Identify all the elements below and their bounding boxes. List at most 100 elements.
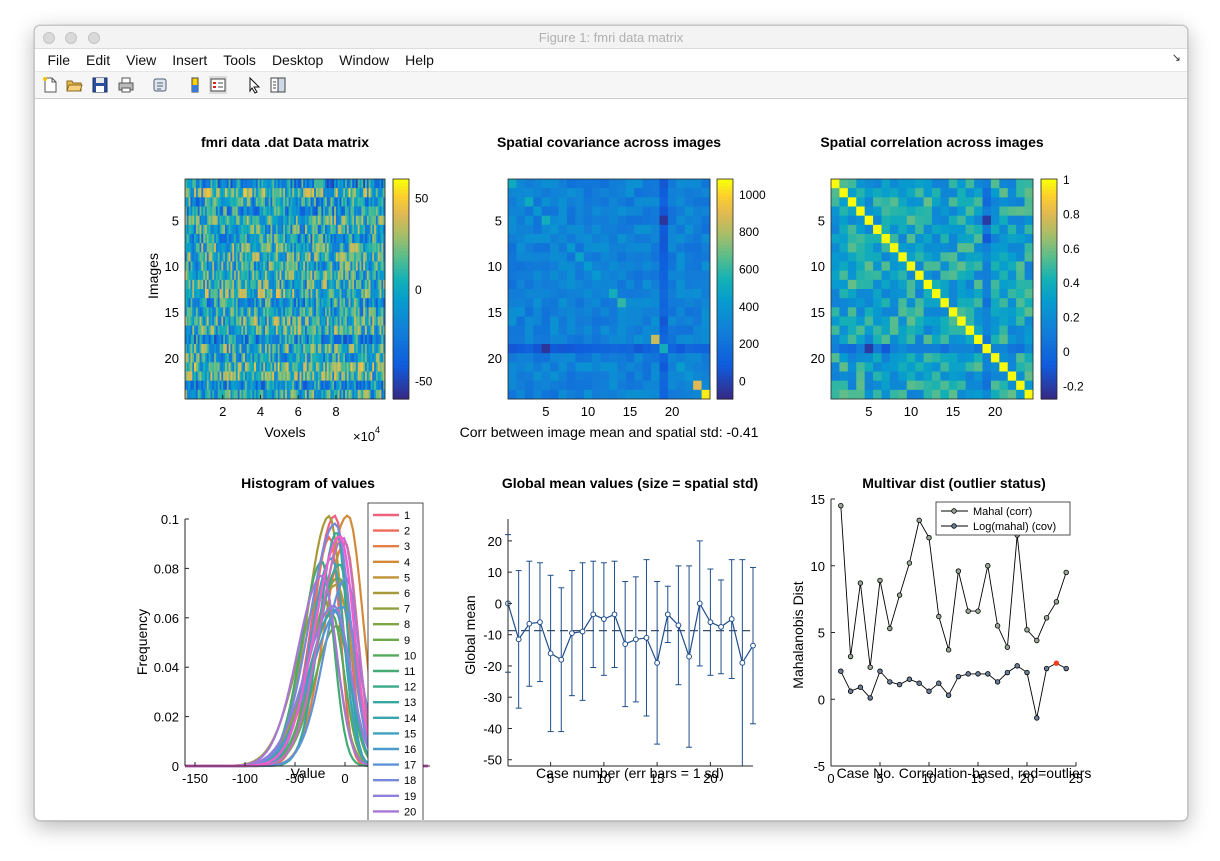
link-icon[interactable]	[151, 76, 169, 94]
print-icon[interactable]	[117, 76, 135, 94]
p3-cell	[1024, 252, 1034, 262]
p1-cell	[263, 243, 266, 253]
p1-cell	[355, 179, 359, 189]
dock-arrow-icon[interactable]: ↘	[1171, 52, 1181, 64]
menu-file[interactable]: File	[47, 52, 71, 68]
p1-cell	[328, 197, 331, 207]
p1-cell	[377, 206, 380, 217]
p1-cell	[312, 298, 315, 308]
p2-colorbar-segment	[717, 275, 733, 280]
p1-cell	[292, 371, 295, 382]
p6-mahal-corr-point	[945, 647, 952, 653]
p2-cell	[592, 197, 601, 207]
p1-cell	[285, 206, 288, 217]
p3-cell	[940, 325, 950, 336]
p1-cell	[206, 380, 210, 391]
menu-help[interactable]: Help	[405, 52, 434, 68]
p1-cell	[263, 307, 266, 317]
p1-cell	[186, 344, 190, 354]
p3-cell	[889, 353, 899, 363]
legend-icon[interactable]	[209, 76, 227, 94]
open-file-icon[interactable]	[65, 76, 83, 94]
p3-colorbar-segment	[1041, 244, 1057, 249]
menu-window[interactable]: Window	[339, 52, 390, 68]
p3-cell	[923, 243, 933, 253]
p2-cell	[659, 344, 669, 354]
pointer-icon[interactable]	[245, 76, 263, 94]
menu-edit[interactable]: Edit	[86, 52, 111, 68]
p1-cell	[370, 389, 373, 400]
p1-cell	[223, 362, 226, 372]
p1-cell	[243, 307, 246, 317]
p1-cell	[377, 380, 380, 391]
p1-cell	[279, 334, 282, 345]
p1-cell	[321, 380, 324, 391]
p3-cell	[831, 362, 840, 372]
p3-cell	[965, 344, 975, 354]
p1-cell	[277, 197, 280, 207]
p1-cell	[255, 215, 259, 226]
p1-cell	[346, 215, 350, 226]
menu-view[interactable]: View	[126, 52, 157, 68]
p1-cell	[246, 362, 250, 372]
p3-colorbar-segment	[1041, 189, 1057, 194]
p1-cell	[254, 279, 257, 290]
p2-cell	[583, 371, 593, 382]
p3-cell	[999, 188, 1009, 198]
p3-cell	[831, 316, 840, 327]
p3-colorbar-segment	[1041, 227, 1057, 232]
p1-cell	[194, 334, 197, 345]
p2-cell	[651, 316, 660, 327]
p3-cell	[1016, 334, 1025, 345]
menu-tools[interactable]: Tools	[223, 52, 256, 68]
p1-cell	[343, 353, 346, 363]
zoom-window-button[interactable]	[87, 32, 100, 44]
p1-cell	[359, 289, 362, 299]
p1-cell	[319, 353, 322, 363]
p1-cell	[265, 252, 268, 262]
p1-cell	[377, 307, 380, 317]
p1-cell	[225, 261, 228, 272]
p1-cell	[339, 188, 342, 198]
p1-cell	[321, 279, 324, 290]
p3-cell	[906, 224, 916, 235]
p2-cell	[600, 380, 610, 391]
p1-cell	[192, 307, 195, 317]
p2-cell	[575, 316, 585, 327]
p1-cell	[197, 344, 200, 354]
p4-legend-label: 11	[404, 666, 415, 678]
title-bar[interactable]: Figure 1: fmri data matrix	[35, 26, 1187, 49]
p1-colorbar-segment	[393, 392, 409, 397]
property-editor-icon[interactable]	[269, 76, 287, 94]
p1-cell	[214, 270, 217, 281]
p1-cell	[203, 188, 206, 198]
p1-cell	[259, 279, 262, 290]
p1-cell	[221, 316, 224, 327]
p1-cell	[192, 316, 195, 327]
new-figure-icon[interactable]	[41, 76, 59, 94]
save-icon[interactable]	[91, 76, 109, 94]
p1-colorbar-segment	[393, 209, 409, 214]
p1-cell	[335, 197, 339, 207]
p1-cell	[270, 234, 273, 244]
p1-cell	[243, 179, 246, 189]
close-window-button[interactable]	[43, 32, 55, 44]
p2-colorbar-label: 800	[739, 225, 759, 239]
p1-cell	[259, 380, 262, 391]
colorbar-icon[interactable]	[186, 76, 204, 94]
p2-cell	[684, 261, 694, 272]
p1-cell	[334, 334, 337, 345]
p6-mahal-corr-point	[994, 623, 1001, 629]
minimize-window-button[interactable]	[65, 32, 78, 44]
p1-cell	[232, 316, 235, 327]
p1-cell	[303, 380, 306, 391]
p3-cell	[847, 252, 857, 262]
p2-cell	[609, 334, 618, 345]
p1-cell	[274, 298, 277, 308]
p2-cell	[516, 270, 526, 281]
p1-cell	[270, 289, 273, 299]
p2-cell	[634, 279, 644, 290]
menu-desktop[interactable]: Desktop	[271, 52, 324, 68]
p3-cell	[839, 344, 849, 354]
menu-insert[interactable]: Insert	[172, 52, 208, 68]
